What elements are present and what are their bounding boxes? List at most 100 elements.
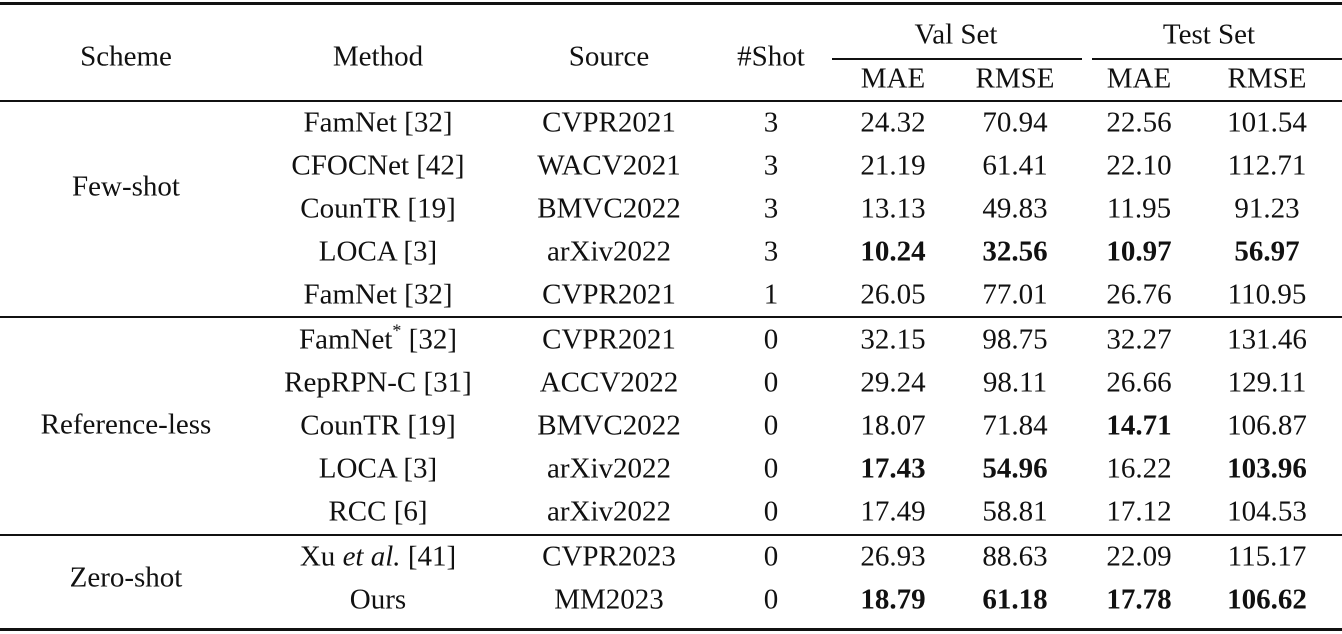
scheme-zero-shot: Zero-shot: [69, 561, 183, 594]
test-mae-cell: 32.27: [1106, 323, 1172, 356]
method-name: Xu: [299, 540, 343, 573]
header-val-set: Val Set: [914, 18, 998, 51]
test-mae-cell: 22.09: [1106, 540, 1172, 573]
header-test-rmse: RMSE: [1227, 62, 1307, 95]
test-rmse-cell: 106.87: [1227, 409, 1307, 442]
test-rmse-cell: 101.54: [1227, 106, 1307, 139]
test-set-underline: [1092, 58, 1342, 60]
method-cell: FamNet* [32]: [298, 322, 458, 356]
scheme-few-shot: Few-shot: [72, 170, 180, 203]
top-rule: [0, 2, 1342, 5]
val-mae-cell: 24.32: [860, 106, 926, 139]
header-val-rmse: RMSE: [975, 62, 1055, 95]
val-mae-cell: 26.05: [860, 278, 926, 311]
source-cell: CVPR2023: [542, 540, 676, 573]
test-rmse-cell: 112.71: [1227, 149, 1307, 182]
val-rmse-cell: 98.11: [982, 366, 1048, 399]
method-cell: FamNet [32]: [303, 106, 453, 139]
val-mae-cell: 17.43: [860, 452, 926, 485]
shot-cell: 3: [763, 106, 779, 139]
header-test-set: Test Set: [1162, 18, 1256, 51]
header-source: Source: [568, 40, 650, 73]
scheme-reference-less: Reference-less: [40, 408, 212, 441]
test-rmse-cell: 106.62: [1227, 583, 1307, 616]
val-mae-cell: 17.49: [860, 495, 926, 528]
val-rmse-cell: 58.81: [982, 495, 1048, 528]
val-rmse-cell: 98.75: [982, 323, 1048, 356]
header-rule: [0, 100, 1342, 102]
test-mae-cell: 10.97: [1106, 235, 1172, 268]
source-cell: ACCV2022: [539, 366, 679, 399]
shot-cell: 3: [763, 192, 779, 225]
test-mae-cell: 26.76: [1106, 278, 1172, 311]
method-cell: CounTR [19]: [300, 409, 456, 442]
val-set-underline: [832, 58, 1082, 60]
test-mae-cell: 17.78: [1106, 583, 1172, 616]
shot-cell: 3: [763, 235, 779, 268]
method-citation: [32]: [401, 323, 458, 356]
method-cell: CounTR [19]: [300, 192, 456, 225]
header-method: Method: [332, 40, 424, 73]
test-rmse-cell: 115.17: [1227, 540, 1307, 573]
val-mae-cell: 18.07: [860, 409, 926, 442]
source-cell: arXiv2022: [546, 452, 672, 485]
val-mae-cell: 10.24: [860, 235, 926, 268]
method-name: FamNet: [298, 323, 393, 356]
method-cell: CFOCNet [42]: [291, 149, 465, 182]
method-cell: RepRPN-C [31]: [284, 366, 472, 399]
val-mae-cell: 21.19: [860, 149, 926, 182]
val-rmse-cell: 32.56: [982, 235, 1048, 268]
source-cell: MM2023: [554, 583, 664, 616]
test-mae-cell: 26.66: [1106, 366, 1172, 399]
method-cell: Ours: [349, 583, 407, 616]
test-rmse-cell: 91.23: [1234, 192, 1300, 225]
test-rmse-cell: 56.97: [1234, 235, 1300, 268]
source-cell: CVPR2021: [542, 323, 676, 356]
shot-cell: 0: [763, 323, 779, 356]
test-mae-cell: 11.95: [1106, 192, 1172, 225]
shot-cell: 0: [763, 495, 779, 528]
shot-cell: 0: [763, 409, 779, 442]
header-shot: #Shot: [737, 40, 805, 73]
method-citation: [41]: [400, 540, 457, 573]
val-rmse-cell: 77.01: [982, 278, 1048, 311]
shot-cell: 0: [763, 366, 779, 399]
val-rmse-cell: 49.83: [982, 192, 1048, 225]
test-mae-cell: 17.12: [1106, 495, 1172, 528]
val-mae-cell: 18.79: [860, 583, 926, 616]
test-mae-cell: 22.10: [1106, 149, 1172, 182]
header-val-mae: MAE: [860, 62, 926, 95]
test-rmse-cell: 103.96: [1227, 452, 1307, 485]
test-mae-cell: 14.71: [1106, 409, 1172, 442]
bottom-rule: [0, 628, 1342, 631]
test-rmse-cell: 110.95: [1227, 278, 1307, 311]
val-rmse-cell: 61.18: [982, 583, 1048, 616]
shot-cell: 3: [763, 149, 779, 182]
val-rmse-cell: 88.63: [982, 540, 1048, 573]
method-cell: LOCA [3]: [318, 235, 438, 268]
shot-cell: 0: [763, 540, 779, 573]
test-mae-cell: 16.22: [1106, 452, 1172, 485]
val-rmse-cell: 71.84: [982, 409, 1048, 442]
group-rule-1: [0, 316, 1342, 318]
method-cell: Xu et al. [41]: [299, 540, 457, 573]
header-scheme: Scheme: [80, 40, 172, 73]
group-rule-2: [0, 534, 1342, 536]
val-rmse-cell: 54.96: [982, 452, 1048, 485]
val-mae-cell: 32.15: [860, 323, 926, 356]
val-rmse-cell: 70.94: [982, 106, 1048, 139]
source-cell: BMVC2022: [537, 409, 681, 442]
source-cell: WACV2021: [537, 149, 681, 182]
shot-cell: 0: [763, 452, 779, 485]
test-rmse-cell: 104.53: [1227, 495, 1307, 528]
val-mae-cell: 13.13: [860, 192, 926, 225]
test-rmse-cell: 129.11: [1227, 366, 1307, 399]
val-mae-cell: 29.24: [860, 366, 926, 399]
header-test-mae: MAE: [1106, 62, 1172, 95]
test-rmse-cell: 131.46: [1227, 323, 1307, 356]
method-et-al: et al.: [342, 540, 401, 573]
method-cell: LOCA [3]: [318, 452, 438, 485]
source-cell: CVPR2021: [542, 278, 676, 311]
val-rmse-cell: 61.41: [982, 149, 1048, 182]
